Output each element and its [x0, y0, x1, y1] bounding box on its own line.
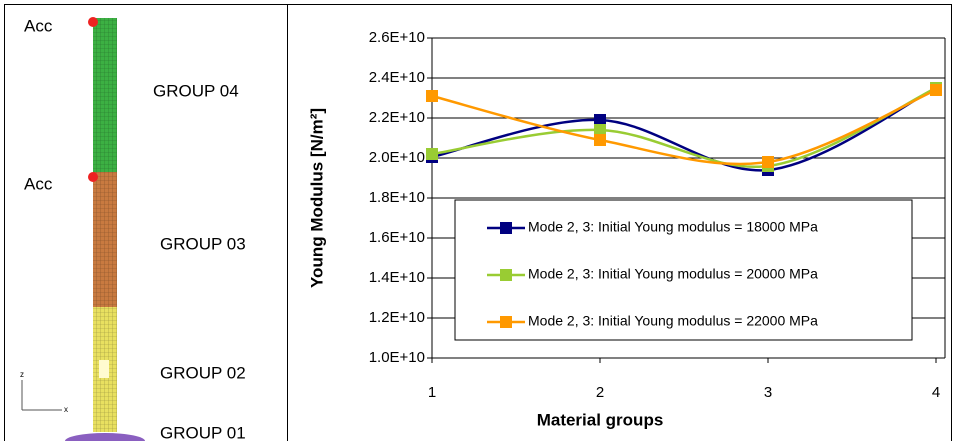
- group-label: GROUP 03: [160, 234, 246, 253]
- sensor: [88, 17, 98, 27]
- sensor: [88, 172, 98, 182]
- y-tick-label: 1.6E+10: [369, 229, 425, 246]
- axis-label: z: [20, 370, 24, 379]
- marker: [426, 90, 438, 102]
- x-tick-label: 3: [764, 384, 772, 401]
- group-label: GROUP 01: [160, 423, 246, 441]
- axis-label: x: [64, 405, 68, 414]
- y-tick-label: 1.8E+10: [369, 189, 425, 206]
- marker: [594, 134, 606, 146]
- group-label: GROUP 04: [153, 81, 239, 100]
- sensor-label: Acc: [24, 174, 53, 193]
- series-line: [432, 90, 936, 164]
- x-tick-label: 4: [932, 384, 940, 401]
- legend-marker: [500, 316, 512, 328]
- y-tick-label: 2.2E+10: [369, 109, 425, 126]
- legend-marker: [500, 269, 512, 281]
- fe-model: z x: [20, 17, 145, 441]
- group-label: GROUP 02: [160, 363, 246, 382]
- x-tick-label: 1: [428, 384, 436, 401]
- y-tick-label: 1.0E+10: [369, 349, 425, 366]
- figure: z x Acc GROUP 04 Acc GROUP 03 GROUP 02 G…: [0, 0, 956, 441]
- x-axis-title: Material groups: [537, 410, 664, 429]
- y-tick-label: 1.4E+10: [369, 269, 425, 286]
- group-01-base: [65, 433, 145, 441]
- opening: [99, 360, 109, 378]
- marker: [426, 148, 438, 160]
- legend-label: Mode 2, 3: Initial Young modulus = 18000…: [528, 219, 818, 235]
- y-tick-label: 2.6E+10: [369, 29, 425, 46]
- marker: [762, 156, 774, 168]
- legend-label: Mode 2, 3: Initial Young modulus = 20000…: [528, 266, 818, 282]
- legend-label: Mode 2, 3: Initial Young modulus = 22000…: [528, 313, 818, 329]
- y-tick-label: 2.4E+10: [369, 69, 425, 86]
- x-tick-label: 2: [596, 384, 604, 401]
- legend-marker: [500, 222, 512, 234]
- y-axis-title: Young Modulus [N/m²]: [307, 108, 326, 288]
- marker: [930, 84, 942, 96]
- chart: 1.0E+10 1.2E+10 1.4E+10 1.6E+10 1.8E+10 2.0E+…: [307, 29, 945, 430]
- y-tick-label: 2.0E+10: [369, 149, 425, 166]
- y-tick-label: 1.2E+10: [369, 309, 425, 326]
- sensor-label: Acc: [24, 16, 53, 35]
